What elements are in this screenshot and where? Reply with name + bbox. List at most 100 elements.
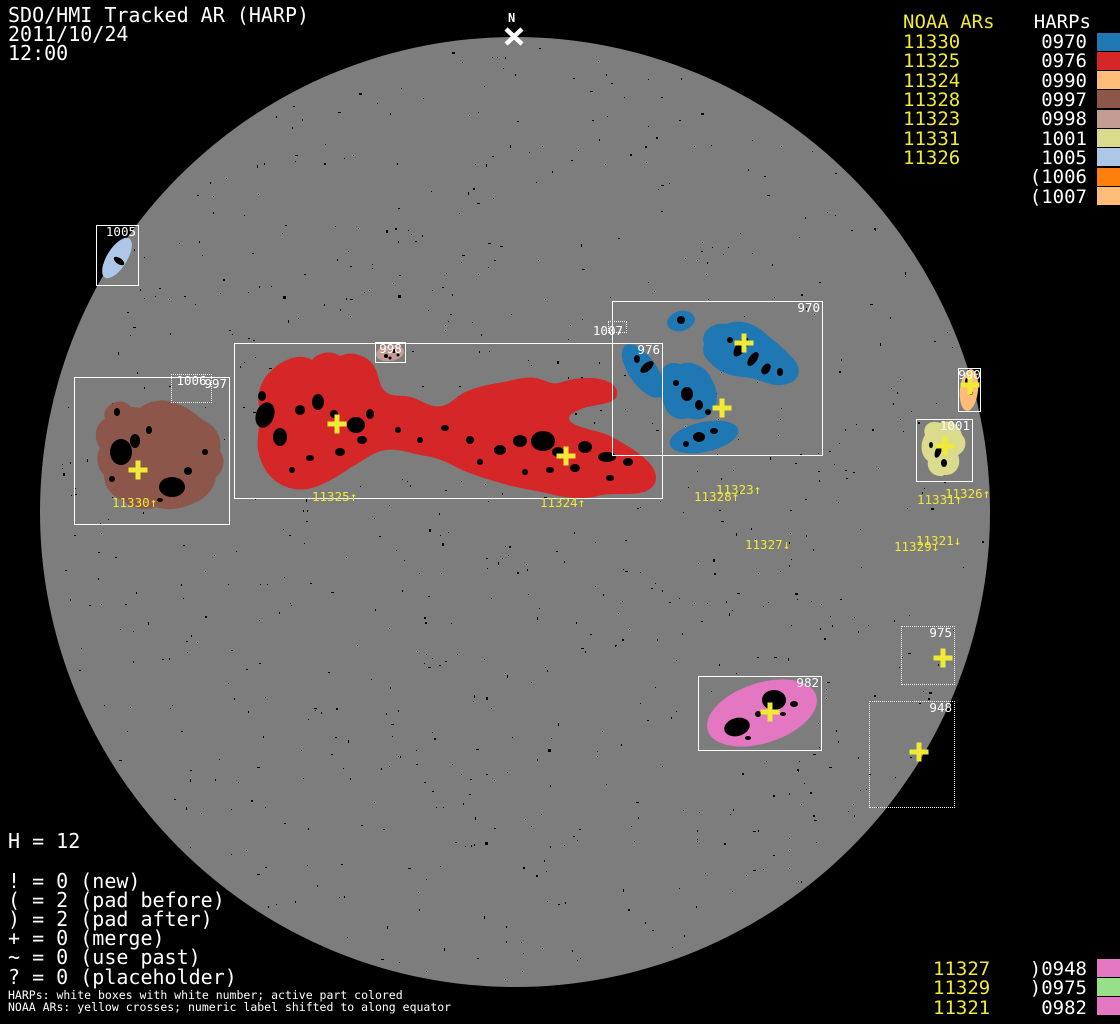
sunspot-groups	[109, 256, 973, 740]
harp-box-label-0976: 976	[637, 342, 660, 357]
region-0998	[376, 344, 404, 362]
legend-swatch-1006	[1097, 167, 1120, 186]
noaa-label-11328: 11328↑	[694, 489, 740, 504]
north-marker-x	[504, 27, 524, 46]
harp-box-label-1005: 1005	[105, 224, 136, 239]
legend-top-harp-8: (1007	[1029, 185, 1087, 208]
legend-bottom-harp-2: 0982	[1041, 996, 1087, 1019]
noaa-cross-11331	[935, 436, 955, 456]
harp-box-label-0990: 990	[958, 367, 981, 382]
legend-top-noaa-2: 11324	[903, 69, 961, 92]
noaa-cross-11329	[933, 648, 953, 668]
harp-box-0948: 948	[869, 701, 955, 808]
harp-box-1007: 1007	[593, 321, 627, 337]
harp-count-line: H = 12	[8, 829, 81, 853]
legend-top-noaa-0: 11330	[903, 31, 961, 53]
legend-bottom-noaa-2: 11321	[933, 996, 991, 1019]
legend-swatch-0982	[1097, 997, 1120, 1016]
stat-line-2: ) = 2 (pad after)	[8, 907, 213, 932]
solar-disk	[40, 37, 990, 987]
legend-top-noaa-6: 11326	[903, 146, 961, 169]
harp-box-label-0975: 975	[929, 625, 952, 640]
stat-line-0: ! = 0 (new)	[8, 869, 141, 893]
noaa-label-11331: 11331↑	[917, 492, 963, 507]
legend-swatch-0970	[1097, 32, 1120, 51]
harp-box-1001: 1001	[916, 419, 973, 482]
noaa-label-11327: 11327↓	[745, 537, 791, 552]
legend-swatch-0998	[1097, 109, 1120, 128]
legend-top-harp-2: 0990	[1041, 69, 1087, 92]
harp-box-label-0997: 997	[204, 376, 227, 391]
north-label: N	[508, 11, 516, 25]
harp-box-0982: 982	[698, 676, 822, 751]
legend-bottom-harp-0: )0948	[1029, 958, 1087, 980]
harp-box-label-1007: 1007	[592, 323, 623, 338]
noaa-cross-11328	[712, 398, 732, 418]
noaa-crosses	[128, 333, 980, 762]
legend-top-noaa-5: 11331	[903, 127, 961, 150]
noaa-cross-11326	[960, 375, 980, 395]
legend-swatch-0997	[1097, 90, 1120, 109]
legend-top-noaa-3: 11328	[903, 88, 961, 111]
noaa-cross-11325	[327, 414, 347, 434]
noaa-label-11321: 11321↓	[916, 533, 962, 548]
legend-noaa-header: NOAA ARs	[903, 11, 995, 33]
plot-title: SDO/HMI Tracked AR (HARP)	[8, 3, 310, 27]
noaa-label-11330: 11330↑	[112, 495, 158, 510]
legend-top-harp-4: 0998	[1041, 108, 1087, 131]
plot-date: 2011/10/24	[8, 22, 129, 46]
noaa-label-11325: 11325↑	[312, 489, 358, 504]
harp-box-1006: 1006	[171, 374, 212, 403]
region-0976	[257, 352, 656, 499]
noaa-cross-11327	[909, 742, 929, 762]
stat-line-4: ~ = 0 (use past)	[8, 945, 201, 970]
header-block: SDO/HMI Tracked AR (HARP) 2011/10/24 12:…	[8, 3, 310, 65]
legend-swatch-0976	[1097, 51, 1120, 70]
harp-box-0990: 990	[958, 368, 981, 412]
footer-block: HARPs: white boxes with white number; ac…	[8, 988, 452, 1014]
legend-harps-header: HARPs	[1033, 11, 1091, 33]
harp-box-0997: 997	[74, 377, 230, 525]
harp-box-label-1006: 1006	[176, 373, 207, 388]
harp-box-label-0982: 982	[796, 675, 819, 690]
legend-top-harp-1: 0976	[1041, 50, 1087, 73]
harp-box-0970: 970	[612, 301, 823, 456]
legend-top-harp-5: 1001	[1041, 127, 1087, 150]
legend-bottom-harp-1: )0975	[1029, 977, 1087, 1000]
noaa-cross-11324	[556, 446, 576, 466]
harp-box-label-0970: 970	[797, 300, 820, 315]
noaa-cross-11323	[734, 333, 754, 353]
legend-bottom-noaa-1: 11329	[933, 977, 991, 1000]
stat-line-3: + = 0 (merge)	[8, 926, 165, 951]
legend-swatch-1005	[1097, 148, 1120, 167]
footer-line2: NOAA ARs: yellow crosses; numeric label …	[8, 999, 452, 1014]
noaa-label-11326: 11326↑	[945, 486, 991, 501]
harp-box-0998: 998	[375, 342, 406, 363]
plot-time: 12:00	[8, 41, 69, 65]
noaa-label-11329: 11329↓	[894, 539, 940, 554]
stat-line-5: ? = 0 (placeholder)	[8, 964, 237, 989]
harp-box-label-0948: 948	[929, 700, 952, 715]
harp-box-label-0998: 998	[379, 341, 402, 356]
legend-swatch-0990	[1097, 71, 1120, 90]
legend-top-noaa-1: 11325	[903, 50, 961, 73]
legend-top-harp-0: 0970	[1041, 31, 1087, 53]
stat-line-1: ( = 2 (pad before)	[8, 888, 225, 913]
harp-box-1005: 1005	[96, 225, 139, 286]
legend-bottom-noaa-0: 11327	[933, 958, 991, 980]
region-0997	[95, 400, 224, 510]
legend-swatch-1007	[1097, 187, 1120, 206]
legend-top-noaa-4: 11323	[903, 108, 961, 131]
harp-box-label-1001: 1001	[939, 418, 970, 433]
noaa-cross-11321	[760, 702, 780, 722]
legend-top-harp-6: 1005	[1041, 146, 1087, 169]
noaa-label-11324: 11324↑	[540, 495, 586, 510]
footer-line1: HARPs: white boxes with white number; ac…	[8, 988, 403, 1002]
legend-top-harp-3: 0997	[1041, 88, 1087, 111]
harp-box-0975: 975	[901, 626, 955, 685]
noaa-cross-11330	[128, 460, 148, 480]
legend-swatch-1001	[1097, 129, 1120, 148]
region-0970	[703, 321, 799, 386]
